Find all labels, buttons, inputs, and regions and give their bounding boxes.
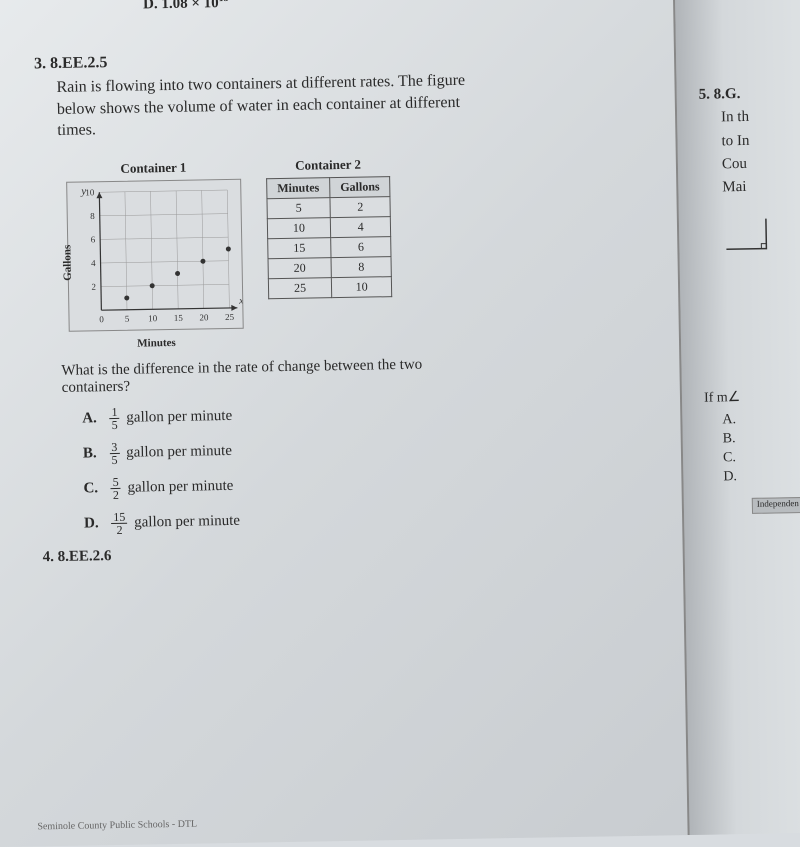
right-line-2: to In bbox=[721, 129, 800, 151]
right-line-3: Cou bbox=[722, 152, 800, 174]
table-cell: 15 bbox=[268, 237, 331, 258]
angle-icon bbox=[721, 214, 772, 255]
table-row: 208 bbox=[268, 256, 392, 278]
table-row: 52 bbox=[267, 196, 391, 218]
right-choice-a: A. bbox=[722, 411, 800, 429]
prev-exp: 13 bbox=[219, 0, 229, 4]
next-standard: 8.EE.2.6 bbox=[58, 548, 112, 565]
table-row: 2510 bbox=[268, 276, 392, 298]
scatter-chart: y0510152025246810x bbox=[66, 179, 244, 332]
table-cell: 4 bbox=[330, 216, 391, 237]
fraction-icon: 52 bbox=[111, 476, 121, 501]
choice-c-letter: C. bbox=[83, 480, 98, 496]
right-choice-d: D. bbox=[723, 468, 800, 486]
choice-a-letter: A. bbox=[82, 410, 97, 426]
right-choices-partial: If m∠ A. B. C. D. bbox=[704, 388, 800, 486]
svg-text:25: 25 bbox=[225, 312, 235, 322]
right-line-1: In th bbox=[721, 106, 800, 128]
question-text: What is the difference in the rate of ch… bbox=[61, 355, 482, 396]
col-gallons: Gallons bbox=[330, 176, 391, 197]
table-row: 156 bbox=[268, 236, 392, 258]
right-choice-c: C. bbox=[723, 449, 800, 467]
container-1-chart: Container 1 Gallons y0510152025246810x M… bbox=[66, 159, 244, 351]
choice-b-text: gallon per minute bbox=[126, 443, 232, 461]
table-row: 104 bbox=[267, 216, 391, 238]
prev-answer-d: D. 1.08 × 1013 bbox=[143, 0, 673, 13]
table-title: Container 2 bbox=[266, 156, 391, 174]
svg-text:10: 10 bbox=[85, 187, 95, 197]
problem-4-header: 4. 8.EE.2.6 bbox=[43, 538, 683, 566]
table-cell: 10 bbox=[331, 276, 392, 297]
right-line-4: Mai bbox=[722, 175, 800, 197]
choice-c: C. 52 gallon per minute bbox=[83, 466, 681, 501]
table-cell: 5 bbox=[267, 197, 330, 218]
figures-row: Container 1 Gallons y0510152025246810x M… bbox=[66, 151, 679, 351]
right-prob-standard: 8.G. bbox=[714, 86, 741, 102]
svg-text:x: x bbox=[238, 295, 244, 306]
choice-d: D. 152 gallon per minute bbox=[84, 501, 682, 536]
problem-3: 3. 8.EE.2.5 Rain is flowing into two con… bbox=[34, 44, 675, 142]
table-cell: 8 bbox=[331, 256, 392, 277]
svg-text:20: 20 bbox=[199, 312, 209, 322]
right-prob-number: 5. bbox=[699, 87, 711, 103]
table-cell: 6 bbox=[331, 236, 392, 257]
svg-text:5: 5 bbox=[125, 313, 130, 323]
svg-text:15: 15 bbox=[174, 313, 184, 323]
fraction-icon: 152 bbox=[111, 511, 127, 536]
problem-standard: 8.EE.2.5 bbox=[50, 54, 108, 72]
right-choice-b: B. bbox=[723, 430, 800, 448]
table-cell: 25 bbox=[268, 277, 331, 298]
page-footer: Seminole County Public Schools - DTL bbox=[37, 819, 197, 833]
table-cell: 20 bbox=[268, 257, 331, 278]
svg-text:10: 10 bbox=[148, 313, 158, 323]
col-minutes: Minutes bbox=[267, 177, 330, 198]
choice-d-letter: D. bbox=[84, 515, 99, 531]
choice-d-text: gallon per minute bbox=[134, 513, 240, 531]
choice-c-text: gallon per minute bbox=[127, 478, 233, 496]
problem-text: Rain is flowing into two containers at d… bbox=[56, 70, 477, 142]
svg-text:2: 2 bbox=[91, 281, 96, 291]
choice-a: A. 15 gallon per minute bbox=[82, 396, 680, 431]
right-page-sliver: 5. 8.G. In th to In Cou Mai Independen I… bbox=[673, 0, 800, 835]
next-number: 4. bbox=[43, 549, 55, 565]
choice-a-text: gallon per minute bbox=[126, 408, 232, 426]
svg-text:8: 8 bbox=[90, 211, 95, 221]
prev-value: 1.08 × 10 bbox=[161, 0, 219, 12]
table-cell: 10 bbox=[267, 217, 330, 238]
fraction-icon: 15 bbox=[109, 406, 119, 431]
svg-text:0: 0 bbox=[99, 314, 104, 324]
svg-text:4: 4 bbox=[91, 258, 96, 268]
container-2-table: Container 2 Minutes Gallons 521041562082… bbox=[266, 156, 393, 299]
chart-title: Container 1 bbox=[66, 159, 241, 178]
y-axis-label: Gallons bbox=[61, 244, 74, 280]
svg-text:6: 6 bbox=[91, 234, 96, 244]
prev-letter: D. bbox=[143, 0, 158, 12]
problem-number: 3. bbox=[34, 55, 46, 72]
fraction-icon: 35 bbox=[109, 441, 119, 466]
table-cell: 2 bbox=[330, 196, 391, 217]
x-axis-label: Minutes bbox=[69, 335, 244, 350]
independent-band: Independen bbox=[752, 496, 800, 514]
data-table: Minutes Gallons 521041562082510 bbox=[266, 176, 392, 299]
choice-b: B. 35 gallon per minute bbox=[83, 431, 681, 466]
choice-b-letter: B. bbox=[83, 445, 97, 461]
right-if-line: If m∠ bbox=[704, 388, 800, 407]
answer-choices: A. 15 gallon per minute B. 35 gallon per… bbox=[82, 396, 682, 536]
